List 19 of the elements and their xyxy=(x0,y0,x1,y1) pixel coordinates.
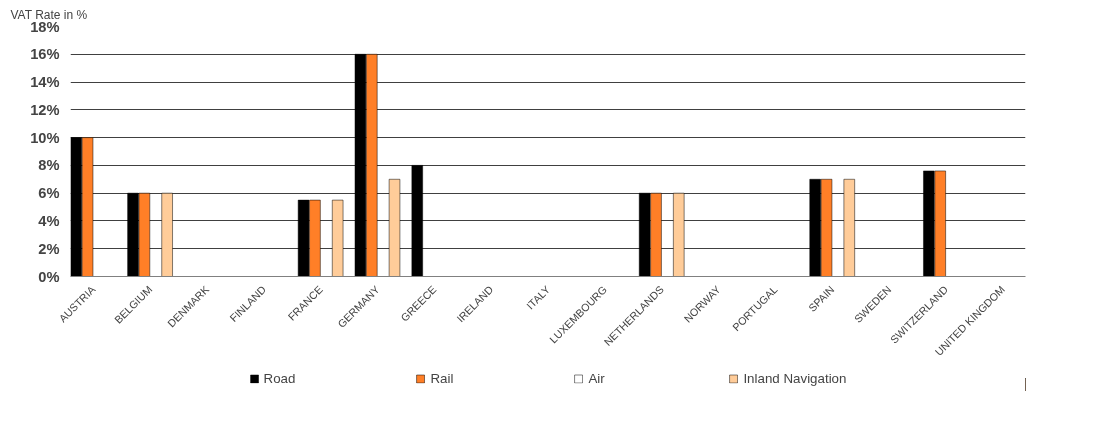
legend-label: Inland Navigation xyxy=(743,370,847,386)
y-tick-label: 8% xyxy=(38,157,60,174)
bar xyxy=(332,199,344,277)
bar xyxy=(388,179,401,277)
legend-label: Air xyxy=(588,370,606,386)
bar xyxy=(843,179,855,277)
bar xyxy=(161,192,173,277)
y-tick-label: 6% xyxy=(38,185,60,202)
bar xyxy=(411,165,423,277)
legend-label: Rail xyxy=(430,370,454,386)
y-tick-label: 10% xyxy=(30,129,60,146)
y-tick-label: 2% xyxy=(38,240,60,257)
legend-label: Road xyxy=(263,370,296,386)
y-tick-label: 16% xyxy=(30,46,60,63)
y-tick-label: 4% xyxy=(38,212,60,229)
y-tick-label: 14% xyxy=(30,74,60,91)
bar xyxy=(673,192,685,277)
y-tick-label: 12% xyxy=(30,101,60,118)
y-tick-label: 0% xyxy=(38,268,60,285)
